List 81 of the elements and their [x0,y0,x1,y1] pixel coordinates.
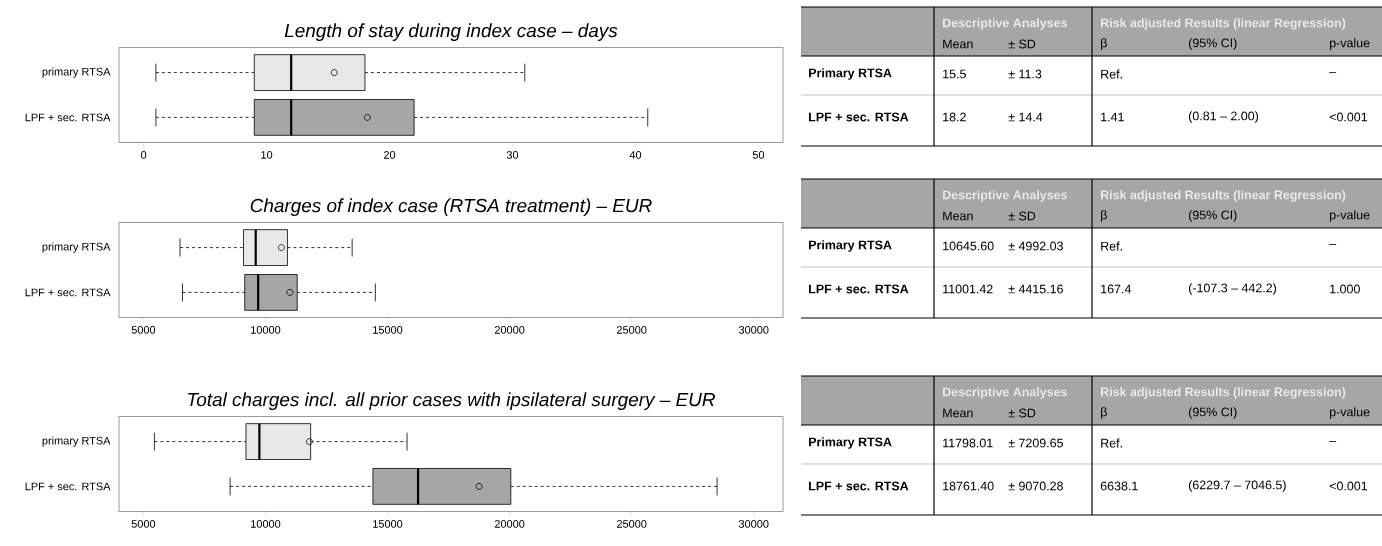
text: 11001.42 [943,284,993,294]
text: Descriptive Analyses [943,387,1067,399]
text: (95% CI) [1188,210,1237,222]
y-tick-label: primary RTSA [42,436,111,447]
x-tick-label: 30 [506,151,519,159]
x-tick-label: 5000 [131,520,156,528]
text: ± 7209.65 [1008,438,1063,448]
text: 10645.60 [943,241,994,251]
chart-title: Length of stay during index case – days [284,23,618,41]
text: LPF + sec. RTSA [809,284,909,294]
x-tick-label: 10 [261,151,273,159]
text: 15.5 [943,69,966,79]
y-tick-label: LPF + sec. RTSA [25,113,111,122]
y-tick-label: LPF + sec. RTSA [25,288,111,297]
text: Primary RTSA [809,437,892,449]
text: (-107.3 – 442.2) [1188,283,1277,295]
text: – [1329,244,1337,246]
text: ± SD [1008,408,1036,418]
x-tick-label: 5000 [131,326,156,334]
text: ± SD [1008,39,1036,49]
text: Ref. [1101,438,1122,448]
x-tick-label: 30000 [738,326,769,334]
text: Descriptive Analyses [943,18,1067,30]
text: ± 9070.28 [1008,481,1063,491]
text: Descriptive Analyses [943,190,1067,202]
x-tick-label: 10000 [251,326,281,334]
text: p-value [1330,210,1370,222]
text: ± 11.3 [1008,69,1042,79]
text: Ref. [1101,241,1122,251]
x-tick-label: 10000 [251,520,281,528]
text: Risk adjusted Results (linear Regression) [1101,387,1346,399]
text: Primary RTSA [809,240,892,252]
text: LPF + sec. RTSA [809,481,909,491]
text: ± SD [1008,211,1036,221]
text: Mean [943,408,973,418]
x-tick-label: 50 [752,151,765,159]
text: Risk adjusted Results (linear Regression) [1101,190,1346,202]
text: (0.81 – 2.00) [1188,111,1259,123]
x-tick-label: 25000 [616,520,647,528]
text: – [1329,441,1337,443]
x-tick-label: 20 [383,151,396,159]
chart-title: Charges of index case (RTSA treatment) – EUR [250,198,652,216]
text: Risk adjusted Results (linear Regression) [1101,18,1346,30]
text: LPF + sec. RTSA [809,112,909,122]
text: 18761.40 [943,481,994,491]
y-tick-label: primary RTSA [42,242,111,253]
x-tick-label: 20000 [494,520,525,528]
x-tick-label: 30000 [738,520,769,528]
text: 18.2 [943,112,966,122]
chart-title: Total charges incl. all prior cases with ipsilateral surgery – EUR [188,392,715,410]
text: ± 4415.16 [1008,284,1063,294]
x-tick-label: 40 [629,151,642,159]
text: ± 14.4 [1008,112,1043,122]
text: Ref. [1101,69,1122,79]
x-tick-label: 15000 [373,520,403,528]
text: 1.41 [1101,112,1124,122]
text: <0.001 [1329,112,1368,122]
text: Mean [943,211,973,221]
text: (95% CI) [1188,38,1237,50]
text: 167.4 [1101,284,1131,294]
x-tick-label: 25000 [616,326,647,334]
text: (95% CI) [1188,407,1237,419]
x-tick-label: 15000 [373,326,403,334]
text: Mean [943,39,973,49]
text: ± 4992.03 [1008,241,1063,251]
y-tick-label: LPF + sec. RTSA [25,482,111,491]
text: 6638.1 [1100,481,1138,491]
text: 11798.01 [943,438,993,448]
x-tick-label: 20000 [494,326,525,334]
text: p-value [1330,407,1370,419]
text: 1.000 [1330,284,1360,294]
text: β [1101,38,1107,50]
text: p-value [1330,38,1370,50]
y-tick-label: primary RTSA [42,67,111,78]
text: Primary RTSA [809,68,892,80]
text: <0.001 [1329,481,1368,491]
x-tick-label: 0 [140,151,147,159]
text: β [1101,407,1107,419]
text: β [1101,210,1107,222]
text: – [1329,72,1337,74]
text: (6229.7 – 7046.5) [1188,480,1286,492]
